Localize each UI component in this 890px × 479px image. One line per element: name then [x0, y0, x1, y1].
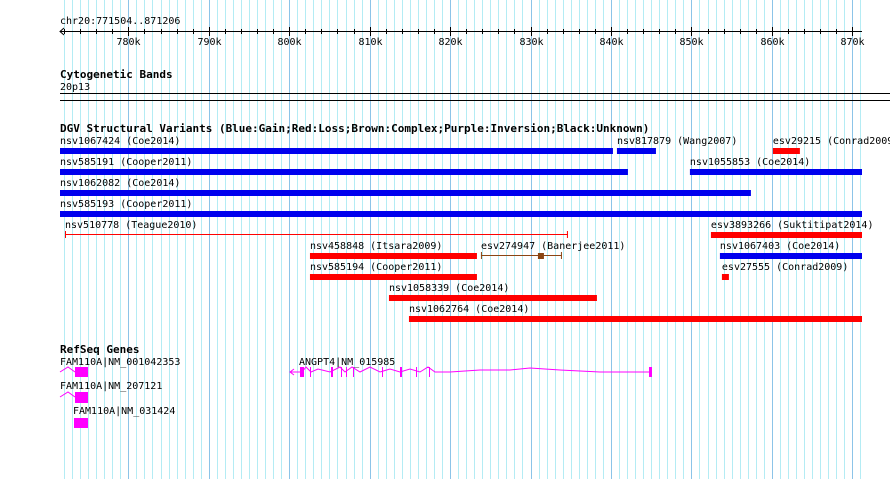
variant-bar	[616, 148, 656, 154]
variant-bar	[719, 253, 862, 259]
ruler-tick-label: 810k	[359, 37, 383, 48]
gene-exon	[649, 367, 652, 377]
gene-intron	[290, 366, 650, 373]
variant-bar	[408, 316, 862, 322]
gene-exon	[300, 367, 304, 377]
variant-label: esv3893266 (Suktitipat2014)	[711, 220, 874, 231]
gene-label: FAM110A|NM_031424	[73, 406, 175, 417]
variant-label: nsv1067403 (Coe2014)	[720, 241, 840, 252]
refseq-track-title: RefSeq Genes	[60, 343, 139, 356]
gene-intron	[59, 391, 76, 398]
variant-label: nsv1055853 (Coe2014)	[690, 157, 810, 168]
ruler-location: chr20:771504..871206	[60, 16, 180, 27]
variant-label: esv274947 (Banerjee2011)	[481, 241, 626, 252]
ruler-tick-label: 820k	[439, 37, 463, 48]
variant-label: nsv585191 (Cooper2011)	[60, 157, 192, 168]
variant-label: esv29215 (Conrad2009)	[773, 136, 890, 147]
variant-label: esv27555 (Conrad2009)	[722, 262, 848, 273]
cytoband-label: 20p13	[60, 82, 90, 93]
variant-label: nsv817879 (Wang2007)	[617, 136, 737, 147]
gene-exon	[331, 367, 333, 377]
cytoband-track-title: Cytogenetic Bands	[60, 68, 173, 81]
variant-label: nsv585194 (Cooper2011)	[310, 262, 442, 273]
variant-bar	[60, 190, 751, 196]
variant-bar	[60, 169, 628, 175]
ruler-tick-label: 840k	[600, 37, 624, 48]
variant-label: nsv1058339 (Coe2014)	[389, 283, 509, 294]
gene-exon	[75, 367, 88, 377]
ruler-left-arrow-icon	[59, 27, 65, 36]
variant-bar	[60, 211, 862, 217]
variant-bar	[309, 274, 477, 280]
variant-bar	[772, 148, 800, 154]
variant-label: nsv585193 (Cooper2011)	[60, 199, 192, 210]
ruler-tick-label: 860k	[761, 37, 785, 48]
variant-bar	[388, 295, 597, 301]
variant-bar	[710, 232, 862, 238]
variant-bar	[309, 253, 477, 259]
variant-bar	[689, 169, 862, 175]
gene-label: FAM110A|NM_207121	[60, 381, 162, 392]
ruler-tick-label: 800k	[278, 37, 302, 48]
gene-exon	[346, 367, 347, 377]
variant-bar	[721, 274, 729, 280]
variant-label: nsv510778 (Teague2010)	[65, 220, 197, 231]
gene-exon	[353, 367, 354, 377]
ruler-tick-label: 780k	[117, 37, 141, 48]
gene-label: ANGPT4|NM_015985	[299, 357, 395, 368]
gene-intron	[59, 366, 76, 373]
gene-exon	[74, 418, 88, 428]
variant-core-box	[537, 253, 544, 259]
variant-label: nsv1062082 (Coe2014)	[60, 178, 180, 189]
variant-label: nsv1067424 (Coe2014)	[60, 136, 180, 147]
gene-exon	[429, 367, 430, 377]
gene-exon	[75, 392, 88, 403]
gene-label: FAM110A|NM_001042353	[60, 357, 180, 368]
gene-exon	[416, 367, 417, 377]
variant-label: nsv1062764 (Coe2014)	[409, 304, 529, 315]
ruler-tick-label: 830k	[520, 37, 544, 48]
gene-exon	[310, 367, 311, 377]
gene-exon	[341, 367, 342, 377]
dgv-track-title: DGV Structural Variants (Blue:Gain;Red:L…	[60, 122, 649, 135]
gene-exon	[382, 367, 383, 377]
ruler-tick-label: 790k	[198, 37, 222, 48]
variant-label: nsv458848 (Itsara2009)	[310, 241, 442, 252]
ruler-tick-label: 850k	[680, 37, 704, 48]
variant-bar	[60, 148, 613, 154]
ruler-tick-label: 870k	[841, 37, 865, 48]
gene-exon	[400, 367, 402, 377]
